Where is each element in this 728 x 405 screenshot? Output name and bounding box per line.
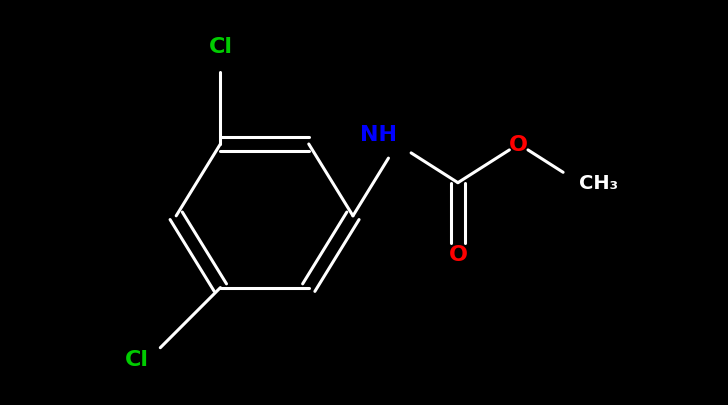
Text: CH₃: CH₃ xyxy=(579,174,618,193)
Text: O: O xyxy=(448,245,467,265)
Text: Cl: Cl xyxy=(124,350,149,369)
Text: Cl: Cl xyxy=(208,36,232,56)
Text: O: O xyxy=(509,135,528,155)
Text: NH: NH xyxy=(360,125,397,145)
